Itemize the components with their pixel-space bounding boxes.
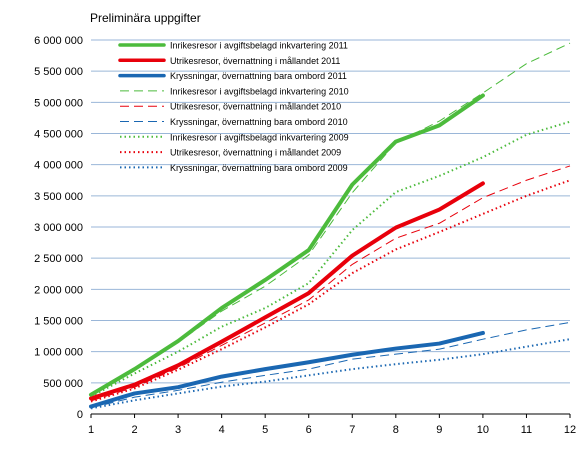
chart-subtitle: Preliminära uppgifter [90,11,201,25]
y-tick-label: 4 000 000 [34,160,83,172]
legend-label: Inrikesresor i avgiftsbelagd inkvarterin… [170,86,349,96]
y-tick-label: 3 000 000 [34,222,83,234]
x-tick-label: 3 [175,424,181,436]
series-line [90,338,571,410]
legend-label: Inrikesresor i avgiftsbelagd inkvarterin… [170,41,348,51]
series-line [90,321,571,409]
x-tick-label: 1 [88,424,94,436]
legend-label: Kryssningar, övernattning bara ombord 20… [170,117,348,127]
legend-label: Utrikesresor, övernattning i mållandet 2… [170,56,340,66]
x-tick-label: 11 [521,424,532,436]
y-tick-label: 1 500 000 [34,316,83,328]
series-line [89,330,485,409]
series-line [90,120,571,398]
legend-label: Kryssningar, övernattning bara ombord 20… [170,71,347,81]
y-tick-label: 4 500 000 [34,129,83,141]
series-line [90,179,571,403]
x-tick-label: 7 [349,424,355,436]
y-tick-label: 0 [77,409,83,421]
series-line [89,93,485,397]
x-tick-label: 12 [564,424,576,436]
y-tick-label: 500 000 [43,378,83,390]
legend-label: Inrikesresor i avgiftsbelagd inkvarterin… [170,132,349,142]
x-tick-label: 9 [436,424,442,436]
x-tick-label: 6 [306,424,312,436]
series-line [89,181,485,401]
legend-label: Kryssningar, övernattning bara ombord 20… [170,163,348,173]
x-tick-label: 8 [393,424,399,436]
y-tick-label: 5 000 000 [34,97,83,109]
x-tick-label: 10 [477,424,489,436]
y-tick-label: 2 000 000 [34,284,83,296]
y-tick-label: 5 500 000 [34,66,83,78]
series-line [90,165,571,402]
y-tick-label: 1 000 000 [34,347,83,359]
x-tick-label: 2 [131,424,137,436]
x-tick-label: 5 [262,424,268,436]
y-tick-label: 3 500 000 [34,191,83,203]
x-tick-label: 4 [219,424,225,436]
y-tick-label: 6 000 000 [34,35,83,47]
y-tick-label: 2 500 000 [34,253,83,265]
legend-label: Utrikesresor, övernattning i mållandet 2… [170,102,341,112]
series-line [90,42,571,397]
legend-label: Utrikesresor, övernattning i mållandet 2… [170,148,341,158]
